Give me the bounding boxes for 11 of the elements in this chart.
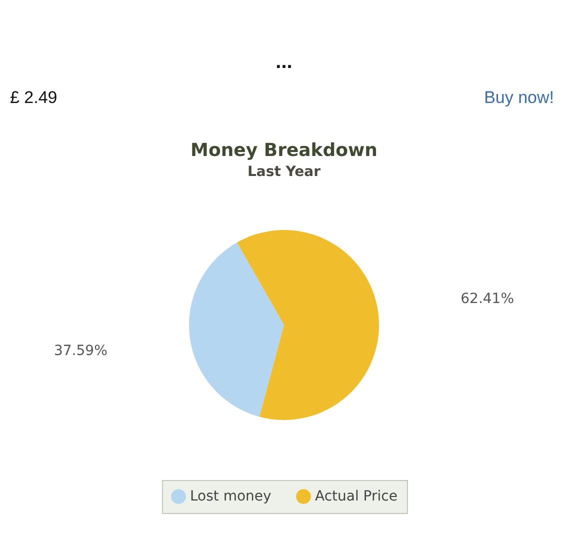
legend-label: Actual Price: [315, 488, 398, 505]
data-label: 62.41%: [460, 290, 514, 307]
text: £ 2.49: [10, 88, 58, 107]
legend-label: Lost money: [190, 488, 272, 505]
chart-subtitle: Last Year: [248, 164, 321, 180]
data-label: 37.59%: [54, 343, 108, 360]
text: ...: [276, 51, 292, 73]
text: Buy now!: [484, 88, 554, 107]
chart-title: Money Breakdown: [190, 140, 378, 161]
pie-slice: [189, 242, 284, 417]
pie-slice: [236, 230, 379, 420]
